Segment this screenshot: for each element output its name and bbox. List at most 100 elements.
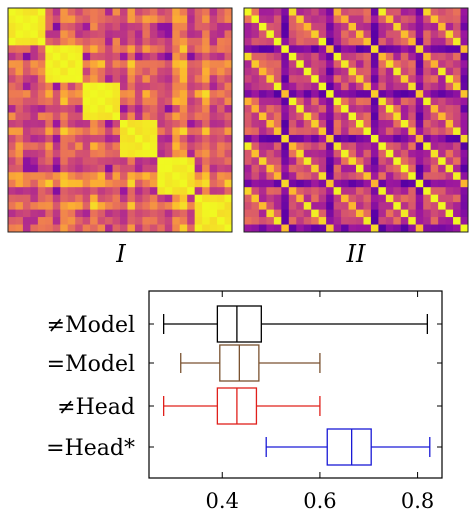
heatmap-cell — [217, 30, 225, 39]
heatmap-cell — [179, 209, 188, 218]
heatmap-cell — [453, 82, 461, 91]
heatmap-cell — [318, 224, 327, 233]
heatmap-cell — [385, 164, 394, 173]
heatmap-cell — [67, 187, 76, 196]
heatmap-cell — [273, 217, 282, 225]
heatmap-cell — [112, 90, 121, 98]
heatmap-cell — [15, 149, 24, 158]
heatmap-cell — [149, 142, 158, 151]
heatmap-cell — [194, 37, 203, 46]
heatmap-cell — [172, 224, 181, 233]
heatmap-cell — [224, 202, 233, 210]
heatmap-cell — [52, 30, 61, 39]
heatmap-cell — [303, 224, 312, 233]
heatmap-cell — [370, 202, 379, 210]
heatmap-cell — [363, 30, 372, 39]
heatmap-cell — [209, 149, 218, 158]
heatmap-cell — [326, 60, 334, 69]
heatmap-cell — [60, 157, 69, 166]
heatmap-cell — [303, 82, 312, 91]
heatmap-cell — [179, 202, 188, 210]
heatmap-cell — [127, 179, 136, 188]
heatmap-cell — [385, 30, 394, 39]
heatmap-cell — [127, 224, 136, 233]
heatmap-cell — [52, 8, 61, 16]
heatmap-cell — [224, 15, 233, 24]
heatmap-cell — [378, 67, 387, 76]
heatmap-cell — [37, 90, 46, 98]
heatmap-cell — [187, 45, 196, 54]
heatmap-cell — [149, 224, 158, 233]
heatmap-cell — [15, 60, 24, 69]
heatmap-cell — [400, 127, 409, 136]
heatmap-cell — [415, 90, 424, 98]
heatmap-cell — [296, 112, 305, 121]
heatmap-cell — [8, 127, 16, 136]
heatmap-cell — [363, 60, 372, 69]
heatmap-cell — [105, 179, 113, 188]
heatmap-cell — [134, 52, 143, 61]
heatmap-cell — [296, 37, 305, 46]
heatmap-cell — [453, 45, 461, 54]
heatmap-cell — [120, 209, 128, 218]
heatmap-cell — [134, 134, 143, 143]
heatmap-cell — [164, 52, 173, 61]
heatmap-cell — [45, 45, 54, 54]
iqr-box — [216, 305, 262, 343]
heatmap-cell — [393, 134, 402, 143]
heatmap-cell — [244, 164, 252, 173]
heatmap-cell — [112, 67, 121, 76]
heatmap-cell — [303, 52, 312, 61]
heatmap-cell — [378, 202, 387, 210]
heatmap-cell — [90, 90, 98, 98]
heatmap-cell — [430, 60, 439, 69]
heatmap-cell — [60, 8, 69, 16]
heatmap-cell — [202, 172, 210, 181]
heatmap-cell — [460, 22, 469, 31]
heatmap-cell — [460, 142, 469, 151]
heatmap-cell — [127, 202, 136, 210]
heatmap-cell — [378, 194, 387, 203]
heatmap-cell — [75, 22, 84, 31]
heatmap-cell — [453, 224, 461, 233]
heatmap-cell — [281, 142, 290, 151]
heatmap-cell — [187, 164, 196, 173]
heatmap-cell — [460, 194, 469, 203]
heatmap-cell — [164, 142, 173, 151]
heatmap-cell — [172, 209, 181, 218]
heatmap-cell — [356, 45, 364, 54]
heatmap-cell — [209, 75, 218, 84]
heatmap-cell — [273, 30, 282, 39]
heatmap-cell — [157, 67, 166, 76]
heatmap-cell — [244, 202, 252, 210]
heatmap-cell — [172, 105, 181, 113]
heatmap-cell — [127, 217, 136, 225]
heatmap-cell — [194, 217, 203, 225]
heatmap-cell — [217, 224, 225, 233]
heatmap-cell — [127, 112, 136, 121]
heatmap-cell — [393, 105, 402, 113]
heatmap-cell — [311, 112, 320, 121]
heatmap-cell — [385, 60, 394, 69]
heatmap-cell — [209, 97, 218, 106]
heatmap-cell — [209, 202, 218, 210]
heatmap-cell — [15, 97, 24, 106]
heatmap-cell — [45, 142, 54, 151]
heatmap-cell — [430, 149, 439, 158]
heatmap-cell — [445, 45, 454, 54]
heatmap-cell — [202, 209, 210, 218]
heatmap-cell — [105, 67, 113, 76]
heatmap-cell — [393, 127, 402, 136]
heatmap-cell — [244, 90, 252, 98]
heatmap-cell — [209, 82, 218, 91]
heatmap-cell — [75, 97, 84, 106]
heatmap-cell — [273, 164, 282, 173]
heatmap-cell — [30, 194, 39, 203]
heatmap-cell — [266, 22, 275, 31]
heatmap-cell — [348, 45, 357, 54]
heatmap-cell — [149, 127, 158, 136]
heatmap-cell — [341, 8, 349, 16]
heatmap-cell — [244, 67, 252, 76]
heatmap-cell — [164, 179, 173, 188]
heatmap-cell — [408, 105, 417, 113]
